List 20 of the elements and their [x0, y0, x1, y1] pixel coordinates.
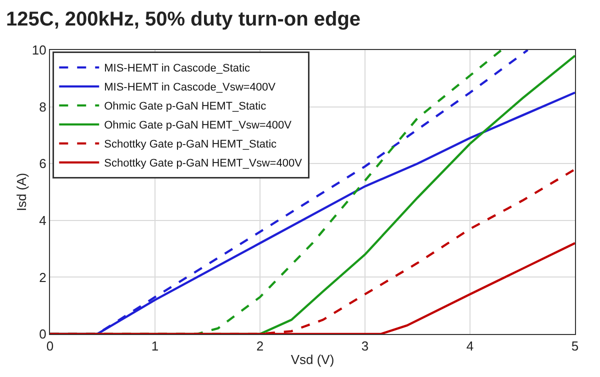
- x-tick-label: 1: [151, 338, 159, 354]
- legend-label: Schottky Gate p-GaN HEMT_Static: [104, 138, 278, 151]
- y-tick-label: 0: [39, 326, 46, 342]
- x-axis-title: Vsd (V): [290, 352, 334, 368]
- legend-label: MIS-HEMT in Cascode_Vsw=400V: [104, 82, 276, 94]
- chart-title: 125C, 200kHz, 50% duty turn-on edge: [6, 8, 361, 30]
- x-tick-label: 3: [361, 338, 369, 354]
- y-tick-label: 4: [39, 212, 46, 228]
- y-tick-label: 6: [39, 156, 46, 172]
- y-axis-title: Isd (A): [14, 172, 29, 212]
- y-tick-label: 10: [32, 42, 46, 58]
- x-tick-label: 2: [256, 338, 264, 354]
- legend-label: Ohmic Gate p-GaN HEMT_Static: [104, 100, 267, 113]
- x-tick-label: 5: [571, 338, 579, 354]
- y-tick-label: 2: [39, 270, 46, 285]
- legend-label: Ohmic Gate p-GaN HEMT_Vsw=400V: [104, 120, 292, 132]
- y-tick-label: 8: [39, 99, 46, 114]
- x-tick-label: 4: [466, 338, 474, 354]
- legend-label: MIS-HEMT in Cascode_Static: [104, 62, 251, 75]
- legend-label: Schottky Gate p-GaN HEMT_Vsw=400V: [104, 158, 303, 170]
